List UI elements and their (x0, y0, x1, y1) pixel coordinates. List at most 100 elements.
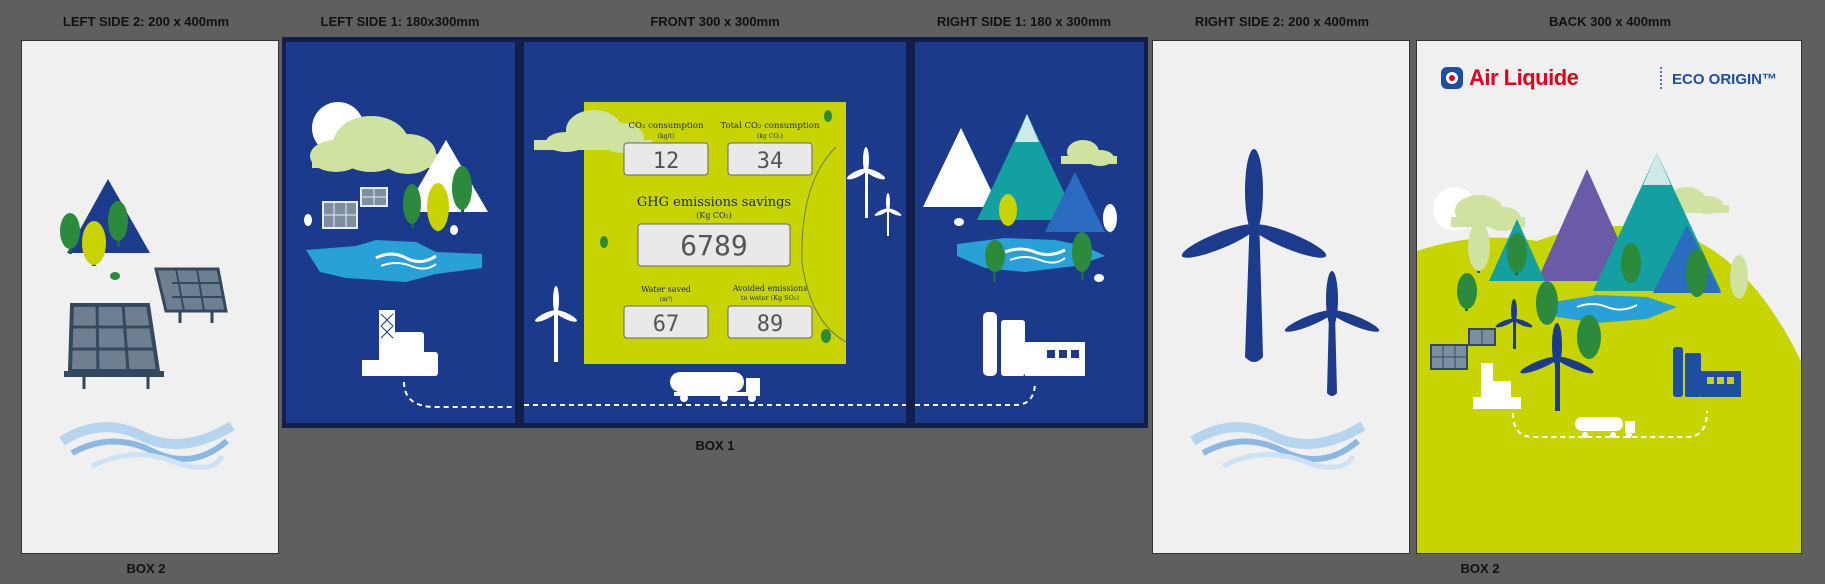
solar-panel-icon (360, 187, 388, 207)
mountain-peak (1643, 153, 1671, 185)
panel-right-side-2[interactable] (1152, 40, 1410, 554)
wind-turbine-icon (1284, 271, 1380, 396)
label-front: FRONT 300 x 300mm (650, 14, 780, 29)
leaf-icon (824, 110, 832, 122)
label-right-side-1: RIGHT SIDE 1: 180 x 300mm (936, 14, 1112, 29)
ghg-value: 6789 (680, 229, 747, 262)
solar-panel-icon (322, 201, 358, 229)
solar-panel-icon (64, 303, 164, 389)
avoided-emissions-value: 89 (757, 312, 784, 337)
total-co2-label: Total CO₂ consumption (720, 121, 820, 131)
avoided-emissions-unit: to water (Kg SO₂) (741, 294, 800, 302)
tree-icon (1457, 273, 1477, 311)
water-waves-icon (1190, 421, 1366, 470)
tanker-truck-icon (670, 372, 760, 402)
cloud-icon (310, 116, 442, 174)
mountain-shape (1045, 172, 1105, 232)
air-liquide-logo-icon (1441, 67, 1463, 89)
wind-turbine-icon (846, 147, 886, 218)
tree-icon (1103, 204, 1117, 234)
panel-back[interactable]: Air Liquide ECO ORIGIN™ (1416, 40, 1802, 554)
wind-turbine-icon (874, 193, 902, 236)
avoided-emissions-label: Avoided emissions (732, 284, 808, 293)
tree-icon (999, 194, 1017, 226)
avoided-emissions-display (727, 305, 813, 339)
back-illustration (1417, 67, 1801, 553)
co2-consumption-value: 12 (653, 149, 680, 174)
total-co2-display (727, 142, 813, 176)
tree-icon (1686, 249, 1708, 297)
tree-icon (82, 221, 106, 266)
label-box-1: BOX 1 (695, 438, 735, 453)
front-illustration: CO₂ consumption (kg/t) 12 Total CO₂ cons… (524, 102, 906, 406)
tree-icon (427, 183, 449, 232)
leaf-icon (600, 236, 608, 248)
mountain-shape (977, 114, 1077, 220)
panel-left-side-1[interactable] (286, 42, 515, 423)
wind-turbine-icon (1495, 299, 1533, 349)
co2-consumption-display (623, 142, 709, 176)
tree-icon (1507, 233, 1527, 275)
solar-panel-icon (1468, 328, 1496, 346)
leaf-icon (1094, 274, 1104, 282)
wind-turbine-icon (1520, 323, 1594, 411)
lake-icon (306, 240, 482, 282)
water-saved-label: Water saved (641, 285, 691, 294)
eco-origin-label: ECO ORIGIN™ (1672, 71, 1778, 88)
factory-icon (362, 310, 438, 376)
lake-icon (1547, 295, 1677, 323)
panel-front[interactable]: CO₂ consumption (kg/t) 12 Total CO₂ cons… (524, 42, 906, 423)
ghg-label: GHG emissions savings (637, 195, 791, 210)
ghg-display (637, 223, 791, 267)
leaf-icon (821, 329, 831, 343)
water-waves-icon (59, 421, 235, 470)
leaf-icon (110, 272, 120, 280)
cloud-icon (1061, 140, 1117, 166)
left2-illustration (59, 179, 235, 470)
tree-icon (985, 240, 1005, 282)
left1-illustration (304, 102, 515, 408)
co2-consumption-unit: (kg/t) (658, 133, 675, 140)
tanker-truck-icon (1575, 417, 1635, 438)
route-line (915, 381, 1036, 406)
solar-panel-icon (154, 267, 228, 323)
label-box-2-right: BOX 2 (1460, 561, 1500, 576)
water-saved-value: 67 (653, 312, 680, 337)
tree-icon (1730, 255, 1748, 299)
label-left-side-2: LEFT SIDE 2: 200 x 400mm (62, 14, 230, 29)
tree-icon (1468, 223, 1490, 273)
right1-illustration (915, 114, 1117, 406)
tree-icon (403, 184, 421, 228)
tree-icon (1072, 232, 1092, 280)
factory-icon (983, 312, 1085, 376)
water-saved-display (623, 305, 709, 339)
tree-icon (1577, 315, 1601, 359)
panel-right-side-1[interactable] (915, 42, 1144, 423)
factory-icon (1673, 347, 1741, 397)
label-back: BACK 300 x 400mm (1548, 14, 1672, 29)
panel-left-side-2[interactable] (21, 40, 279, 554)
total-co2-value: 34 (757, 149, 784, 174)
leaf-icon (304, 214, 312, 226)
mountain-peak (1015, 114, 1039, 142)
cloud-icon (1451, 195, 1525, 231)
factory-icon (1473, 363, 1521, 409)
water-saved-unit: (m³) (660, 296, 673, 303)
total-co2-unit: (kg CO₂) (757, 133, 783, 140)
leaf-icon (450, 225, 458, 235)
label-left-side-1: LEFT SIDE 1: 180x300mm (320, 14, 480, 29)
mountain-shape (923, 128, 999, 207)
tree-icon (1536, 281, 1558, 325)
cloud-icon (534, 110, 652, 153)
wind-turbine-icon (535, 286, 577, 362)
leaf-icon (954, 218, 964, 226)
tree-icon (1621, 243, 1641, 283)
route-line (403, 381, 515, 408)
co2-consumption-label: CO₂ consumption (629, 121, 705, 131)
ghg-unit: (Kg CO₂) (696, 211, 732, 220)
wind-turbine-icon (1181, 149, 1327, 362)
card-curve (801, 146, 847, 343)
tree-icon (108, 201, 128, 247)
tree-icon (452, 166, 472, 212)
label-right-side-2: RIGHT SIDE 2: 200 x 400mm (1194, 14, 1370, 29)
